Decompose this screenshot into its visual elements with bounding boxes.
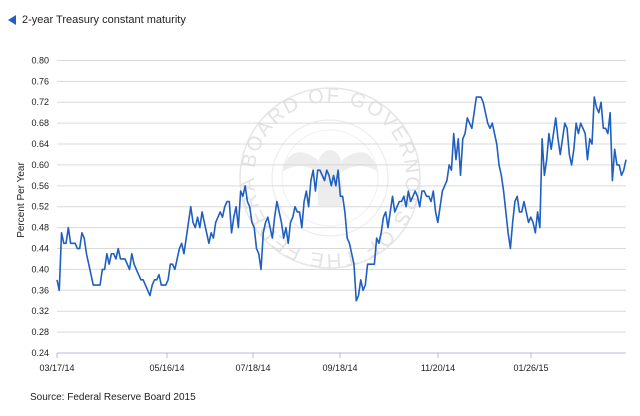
y-tick-label: 0.52 — [31, 202, 49, 212]
y-axis: 0.24 0.28 0.32 0.36 0.40 0.44 0.48 0.52 0.56 0.60… — [31, 55, 49, 358]
legend-marker-icon — [8, 15, 16, 25]
y-tick-label: 0.28 — [31, 327, 49, 337]
legend-label: 2-year Treasury constant maturity — [22, 14, 186, 26]
y-tick-label: 0.36 — [31, 285, 49, 295]
series-polyline[interactable] — [56, 96, 627, 302]
y-tick-label: 0.68 — [31, 118, 49, 128]
y-tick-label: 0.80 — [31, 55, 49, 65]
y-tick-label: 0.56 — [31, 181, 49, 191]
y-tick-label: 0.60 — [31, 160, 49, 170]
x-tick-label: 09/18/14 — [322, 363, 357, 373]
y-tick-label: 0.24 — [31, 348, 49, 358]
x-tick-label: 11/20/14 — [421, 363, 455, 373]
y-tick-label: 0.32 — [31, 306, 49, 316]
y-tick-label: 0.72 — [31, 97, 49, 107]
grid — [57, 59, 626, 354]
x-axis: 03/17/14 05/16/14 07/18/14 09/18/14 11/20/14… — [39, 353, 549, 373]
y-tick-label: 0.44 — [31, 244, 49, 254]
watermark-ring-text: BOARD OF GOVERNORS OF THE FEDERAL RESERV… — [0, 0, 423, 271]
chart-svg: BOARD OF GOVERNORS OF THE FEDERAL RESERV… — [0, 0, 627, 373]
federal-reserve-seal-watermark: BOARD OF GOVERNORS OF THE FEDERAL RESERV… — [0, 0, 423, 271]
x-tick-label: 05/16/14 — [149, 363, 184, 373]
y-tick-label: 0.76 — [31, 76, 49, 86]
series-line — [56, 96, 627, 302]
x-tick-label: 03/17/14 — [39, 363, 74, 373]
y-axis-label: Percent Per Year — [16, 162, 27, 238]
y-tick-label: 0.40 — [31, 264, 49, 274]
y-tick-label: 0.48 — [31, 223, 49, 233]
x-tick-label: 07/18/14 — [235, 363, 270, 373]
x-tick-label: 01/26/15 — [513, 363, 548, 373]
legend[interactable]: 2-year Treasury constant maturity — [8, 14, 186, 26]
y-tick-label: 0.64 — [31, 139, 49, 149]
source-note: Source: Federal Reserve Board 2015 — [30, 392, 196, 403]
